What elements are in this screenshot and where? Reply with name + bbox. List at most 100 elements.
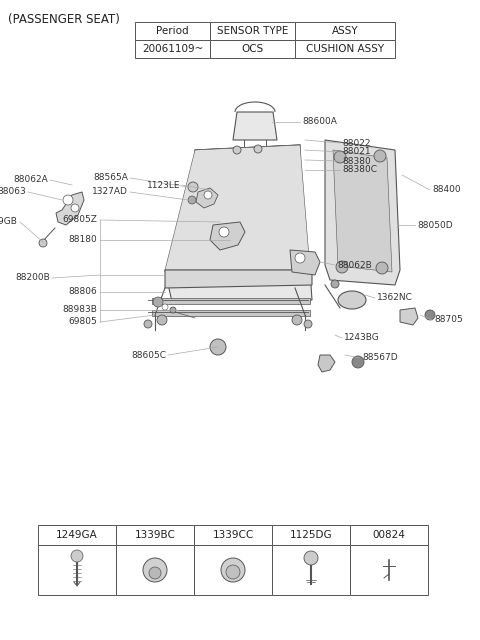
- Text: ASSY: ASSY: [332, 26, 358, 36]
- Bar: [194, 525, 272, 545]
- Text: 88022: 88022: [342, 138, 371, 147]
- Circle shape: [210, 339, 226, 355]
- Bar: [116, 525, 194, 545]
- Text: 88062B: 88062B: [337, 260, 372, 269]
- Bar: [210, 22, 295, 40]
- Text: 88062A: 88062A: [13, 175, 48, 184]
- Text: 00824: 00824: [372, 530, 406, 540]
- Text: 1327AD: 1327AD: [92, 188, 128, 196]
- Text: (PASSENGER SEAT): (PASSENGER SEAT): [8, 13, 120, 26]
- Text: 88380: 88380: [342, 157, 371, 166]
- Circle shape: [144, 320, 152, 328]
- Text: 1339CC: 1339CC: [212, 530, 253, 540]
- Circle shape: [292, 315, 302, 325]
- Text: 88050D: 88050D: [417, 221, 453, 230]
- Text: 20061109~: 20061109~: [142, 44, 203, 54]
- Text: OCS: OCS: [241, 44, 264, 54]
- Circle shape: [336, 261, 348, 273]
- Circle shape: [188, 196, 196, 204]
- Polygon shape: [400, 308, 418, 325]
- Circle shape: [219, 227, 229, 237]
- Circle shape: [63, 195, 73, 205]
- Circle shape: [334, 151, 346, 163]
- Polygon shape: [152, 298, 310, 304]
- Circle shape: [188, 182, 198, 192]
- Circle shape: [331, 280, 339, 288]
- Ellipse shape: [338, 291, 366, 309]
- Polygon shape: [56, 192, 84, 225]
- Text: 88565A: 88565A: [93, 173, 128, 182]
- Text: 88400: 88400: [432, 186, 461, 195]
- Text: 88180: 88180: [68, 236, 97, 244]
- Circle shape: [149, 567, 161, 579]
- Text: Period: Period: [156, 26, 189, 36]
- Text: CUSHION ASSY: CUSHION ASSY: [306, 44, 384, 54]
- Bar: [350, 545, 428, 595]
- Circle shape: [254, 145, 262, 153]
- Text: 88705: 88705: [434, 316, 463, 324]
- Polygon shape: [152, 310, 310, 316]
- Circle shape: [233, 146, 241, 154]
- Bar: [194, 545, 272, 595]
- Circle shape: [170, 307, 176, 313]
- Bar: [38, 545, 116, 595]
- Circle shape: [162, 304, 168, 310]
- Text: 1243BG: 1243BG: [344, 333, 380, 342]
- Polygon shape: [196, 188, 218, 208]
- Text: 69805Z: 69805Z: [62, 216, 97, 225]
- Circle shape: [374, 150, 386, 162]
- Text: 69805: 69805: [68, 317, 97, 326]
- Bar: [135, 40, 210, 58]
- Text: 88380C: 88380C: [342, 166, 377, 175]
- Circle shape: [295, 253, 305, 263]
- Text: SENSOR TYPE: SENSOR TYPE: [217, 26, 288, 36]
- Bar: [295, 40, 395, 58]
- Text: 1249GA: 1249GA: [56, 530, 98, 540]
- Polygon shape: [210, 222, 245, 250]
- Circle shape: [221, 558, 245, 582]
- Text: 88983B: 88983B: [62, 305, 97, 314]
- Text: 1123LE: 1123LE: [146, 180, 180, 189]
- Bar: [38, 525, 116, 545]
- Polygon shape: [195, 145, 300, 275]
- Circle shape: [425, 310, 435, 320]
- Text: 88567D: 88567D: [362, 353, 397, 362]
- Polygon shape: [233, 112, 277, 140]
- Circle shape: [71, 204, 79, 212]
- Text: 88600A: 88600A: [302, 118, 337, 127]
- Polygon shape: [325, 140, 400, 285]
- Polygon shape: [318, 355, 335, 372]
- Text: 1249GB: 1249GB: [0, 218, 18, 227]
- Bar: [350, 525, 428, 545]
- Circle shape: [352, 356, 364, 368]
- Circle shape: [71, 550, 83, 562]
- Polygon shape: [165, 270, 312, 302]
- Bar: [295, 22, 395, 40]
- Circle shape: [376, 262, 388, 274]
- Circle shape: [153, 297, 163, 307]
- Bar: [116, 545, 194, 595]
- Circle shape: [226, 565, 240, 579]
- Bar: [210, 40, 295, 58]
- Text: 88200B: 88200B: [15, 273, 50, 282]
- Circle shape: [304, 320, 312, 328]
- Circle shape: [304, 551, 318, 565]
- Circle shape: [204, 191, 212, 199]
- Text: 1125DG: 1125DG: [290, 530, 332, 540]
- Bar: [135, 22, 210, 40]
- Circle shape: [157, 315, 167, 325]
- Text: 88806: 88806: [68, 287, 97, 296]
- Text: 88605C: 88605C: [131, 351, 166, 360]
- Polygon shape: [333, 150, 392, 272]
- Circle shape: [143, 558, 167, 582]
- Text: 88021: 88021: [342, 147, 371, 157]
- Text: 1339BC: 1339BC: [134, 530, 175, 540]
- Text: 88063: 88063: [0, 188, 26, 196]
- Polygon shape: [165, 145, 310, 270]
- Bar: [272, 545, 350, 595]
- Bar: [272, 525, 350, 545]
- Polygon shape: [165, 270, 312, 288]
- Circle shape: [39, 239, 47, 247]
- Polygon shape: [290, 250, 320, 275]
- Text: 1362NC: 1362NC: [377, 294, 413, 303]
